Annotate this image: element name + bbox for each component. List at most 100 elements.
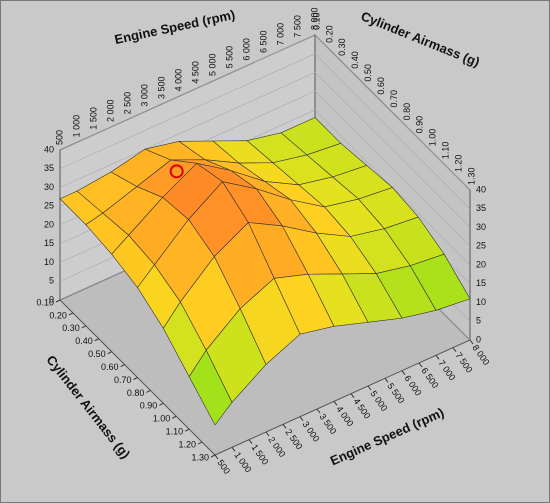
y-tick-label-top: 0.10 <box>311 12 321 30</box>
x-tick-label: 5 500 <box>385 381 406 405</box>
z-tick-label: 0 <box>49 294 54 304</box>
y-tick-label: 0.60 <box>101 362 119 372</box>
tick-mark <box>367 385 372 391</box>
y-axis-title: Cylinder Airmass (g) <box>43 352 133 461</box>
y-tick-label-top: 1.30 <box>466 167 476 185</box>
x-tick-label-top: 6 500 <box>258 30 268 53</box>
tick-mark <box>265 431 270 437</box>
tick-mark <box>316 408 321 414</box>
x-tick-label-top: 1 500 <box>88 107 98 130</box>
x-tick-label-top: 2 000 <box>105 99 115 122</box>
z-tick-label: 35 <box>476 203 486 213</box>
tick-mark <box>146 389 151 393</box>
selection-marker <box>169 164 184 179</box>
tick-mark <box>452 347 457 352</box>
tick-mark <box>120 364 125 368</box>
grid-line <box>59 53 471 209</box>
y-tick-label: 1.10 <box>166 427 184 437</box>
tick-mark <box>401 370 406 375</box>
z-tick-label: 25 <box>44 201 54 211</box>
z-tick-label: 15 <box>476 278 486 288</box>
x-tick-label-top: 1 000 <box>71 115 81 138</box>
x-tick-label: 7 500 <box>453 350 474 374</box>
x-tick-label-top: 8 000 <box>309 7 319 30</box>
x-tick-label-top: 7 500 <box>292 15 302 38</box>
y-tick-label-top: 0.40 <box>350 51 360 69</box>
z-tick-label: 20 <box>44 219 54 229</box>
x-tick-label-top: 2 500 <box>122 92 132 115</box>
y-tick-label-top: 0.60 <box>376 77 386 95</box>
tick-mark <box>55 299 61 303</box>
z-tick-label: 40 <box>476 184 486 194</box>
tick-mark <box>107 351 112 355</box>
z-tick-label: 25 <box>476 241 486 251</box>
x-tick-label: 4 500 <box>351 396 372 420</box>
y-tick-label-top: 1.20 <box>453 155 463 173</box>
tick-mark <box>282 424 287 429</box>
x-tick-label: 6 000 <box>402 373 423 397</box>
x-tick-label: 3 500 <box>317 412 338 436</box>
x-tick-label: 8 000 <box>470 343 491 367</box>
y-tick-label-top: 0.80 <box>402 103 412 121</box>
x-tick-label: 500 <box>215 458 232 476</box>
x-tick-label: 6 500 <box>419 366 440 390</box>
z-tick-label: 35 <box>44 163 54 173</box>
y-tick-label: 1.30 <box>191 452 209 462</box>
y-tick-label: 0.40 <box>75 336 93 346</box>
x-tick-label: 3 000 <box>300 419 321 443</box>
tick-mark <box>68 312 74 316</box>
y-tick-label: 0.50 <box>88 349 106 359</box>
y-tick-label-top: 0.70 <box>389 90 399 108</box>
x-tick-label-top: 6 000 <box>241 38 251 61</box>
z-tick-label: 5 <box>476 316 481 326</box>
tick-mark <box>418 362 423 368</box>
x-tick-label: 2 000 <box>266 435 287 459</box>
tick-mark <box>435 355 440 360</box>
tick-mark <box>333 401 338 406</box>
y-axis-title-top: Cylinder Airmass (g) <box>359 8 482 69</box>
x-tick-label-top: 3 000 <box>139 84 149 107</box>
y-tick-label: 0.20 <box>49 310 67 320</box>
y-tick-label-top: 0.90 <box>415 116 425 134</box>
z-tick-label: 10 <box>476 297 486 307</box>
z-tick-label: 10 <box>44 257 54 267</box>
x-tick-label: 1 500 <box>249 442 270 466</box>
x-tick-label-top: 5 000 <box>207 53 217 76</box>
x-axis-title-top: Engine Speed (rpm) <box>113 7 236 47</box>
tick-mark <box>214 454 219 460</box>
y-tick-label-top: 1.10 <box>441 142 451 160</box>
tick-mark <box>299 416 304 421</box>
y-tick-label: 1.20 <box>179 439 197 449</box>
z-tick-label: 30 <box>44 182 54 192</box>
y-tick-label-top: 0.20 <box>324 25 334 43</box>
tick-mark <box>81 325 87 329</box>
z-tick-label: 40 <box>44 144 54 154</box>
y-tick-label-top: 1.00 <box>428 129 438 147</box>
z-tick-label: 30 <box>476 222 486 232</box>
y-tick-label: 0.90 <box>140 401 158 411</box>
x-tick-label: 7 000 <box>436 358 457 382</box>
x-tick-label-top: 500 <box>54 130 64 145</box>
tick-mark <box>197 441 203 445</box>
z-tick-label: 15 <box>44 238 54 248</box>
x-tick-label-top: 4 500 <box>190 61 200 84</box>
x-tick-label: 5 000 <box>368 389 389 413</box>
tick-mark <box>210 454 216 458</box>
y-tick-label-top: 0.30 <box>337 38 347 56</box>
x-tick-label-top: 4 000 <box>173 69 183 92</box>
surface-cell <box>188 349 233 426</box>
y-tick-label: 0.10 <box>36 297 54 307</box>
plot: 005510101515202025253030353540405005001 … <box>36 7 491 476</box>
tick-mark <box>184 428 190 432</box>
tick-mark <box>133 377 138 380</box>
z-tick-label: 0 <box>476 334 481 344</box>
z-tick-label: 5 <box>49 276 54 286</box>
y-tick-label: 0.70 <box>114 375 132 385</box>
y-tick-label: 0.30 <box>62 323 80 333</box>
tick-mark <box>94 338 99 342</box>
grid-line <box>59 34 471 191</box>
tick-mark <box>172 415 177 419</box>
x-tick-label: 4 000 <box>334 404 355 428</box>
y-tick-label-top: 0.50 <box>363 64 373 82</box>
